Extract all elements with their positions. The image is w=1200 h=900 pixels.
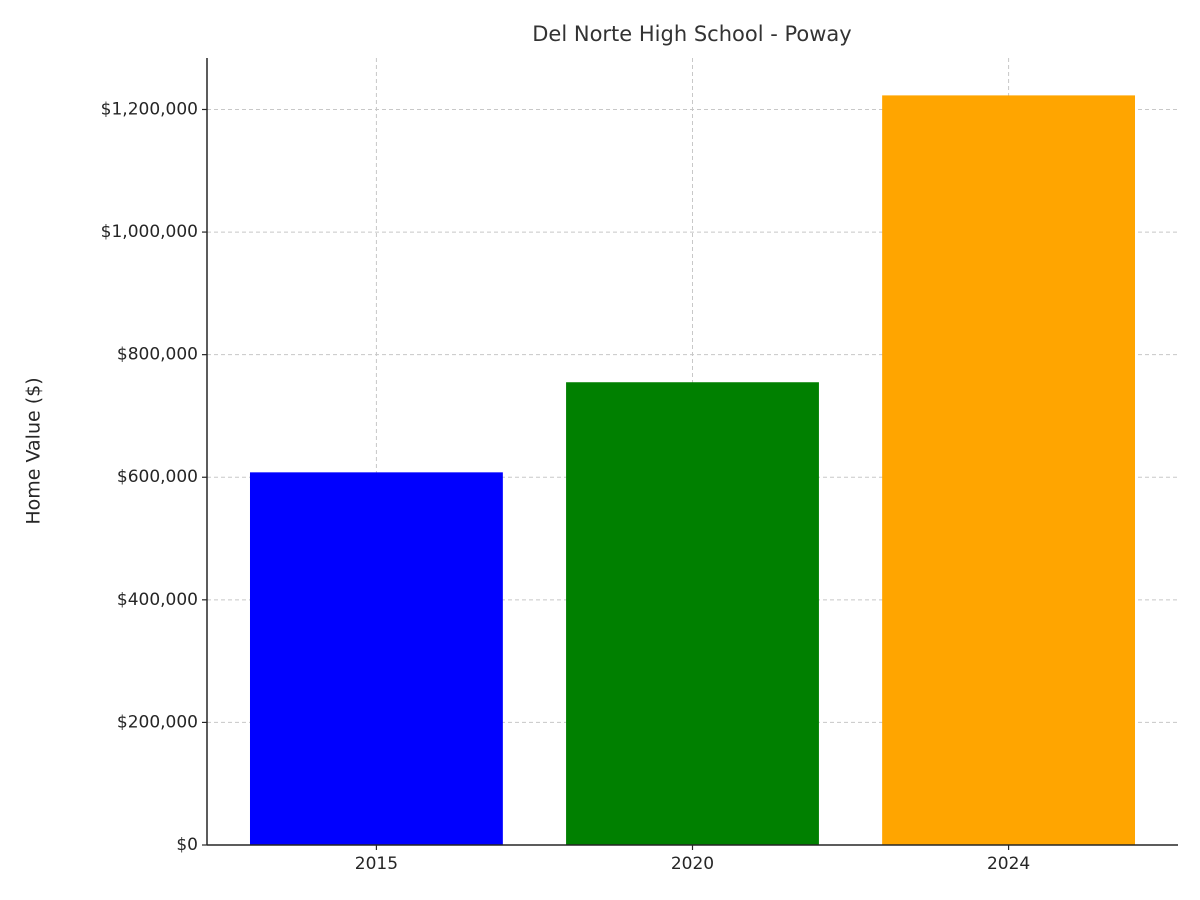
y-tick-label: $600,000 <box>117 467 198 487</box>
y-tick-label: $1,000,000 <box>101 222 198 242</box>
chart-title: Del Norte High School - Poway <box>532 22 851 46</box>
bar <box>882 95 1136 846</box>
bar <box>566 382 819 845</box>
x-tick-label: 2020 <box>671 854 714 874</box>
bar <box>249 472 503 845</box>
y-tick-label: $200,000 <box>117 712 198 732</box>
x-tick-label: 2015 <box>355 854 398 874</box>
y-axis-label: Home Value ($) <box>23 377 45 524</box>
y-tick-label: $400,000 <box>117 590 198 610</box>
y-tick-label: $0 <box>176 835 198 855</box>
x-tick-label: 2024 <box>987 854 1030 874</box>
y-tick-label: $800,000 <box>117 345 198 365</box>
y-tick-label: $1,200,000 <box>101 99 198 119</box>
